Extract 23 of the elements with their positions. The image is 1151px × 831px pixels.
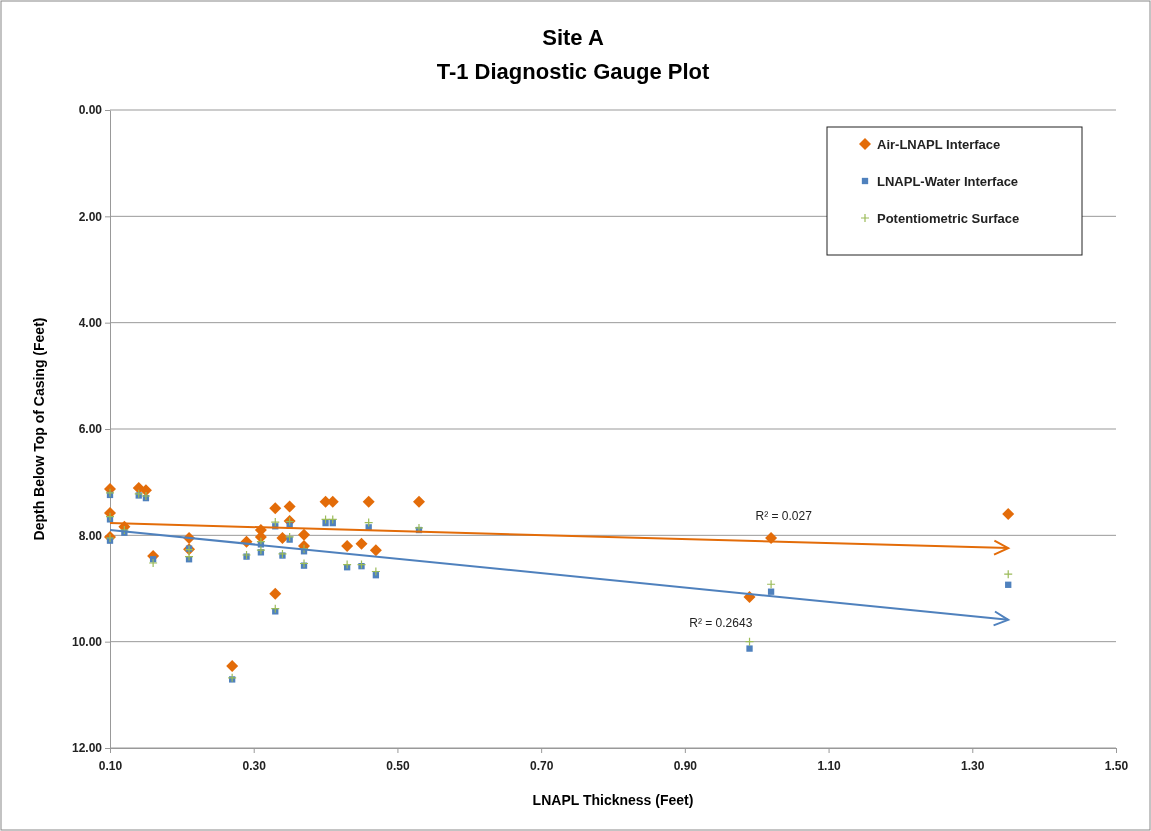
y-tick-label: 6.00 [78, 422, 103, 437]
chart-title: Site A T-1 Diagnostic Gauge Plot [436, 25, 710, 84]
legend-label: Potentiometric Surface [877, 211, 1020, 226]
y-tick-label: 10.00 [71, 635, 103, 650]
y-tick-label: 8.00 [78, 528, 103, 543]
y-tick-label: 0.00 [78, 103, 103, 118]
x-tick-label: 1.10 [817, 759, 842, 774]
x-tick-label: 0.90 [673, 759, 698, 774]
y-tick-label: 2.00 [78, 209, 103, 224]
legend-label: Air-LNAPL Interface [877, 137, 1001, 152]
y-tick-label: 12.00 [71, 741, 103, 756]
annotation: R² = 0.2643 [689, 616, 753, 631]
x-axis-title: LNAPL Thickness (Feet) [532, 792, 694, 808]
annotation: R² = 0.027 [755, 508, 813, 523]
x-tick-label: 1.50 [1104, 759, 1129, 774]
x-tick-label: 0.30 [242, 759, 267, 774]
x-tick-label: 0.10 [98, 759, 123, 774]
legend-label: LNAPL-Water Interface [877, 174, 1019, 189]
x-tick-label: 0.50 [386, 759, 410, 774]
x-tick-label: 1.30 [961, 759, 985, 774]
y-tick-label: 4.00 [78, 316, 103, 331]
x-tick-label: 0.70 [529, 759, 554, 774]
y-axis-title: Depth Below Top of Casing (Feet) [31, 317, 47, 541]
